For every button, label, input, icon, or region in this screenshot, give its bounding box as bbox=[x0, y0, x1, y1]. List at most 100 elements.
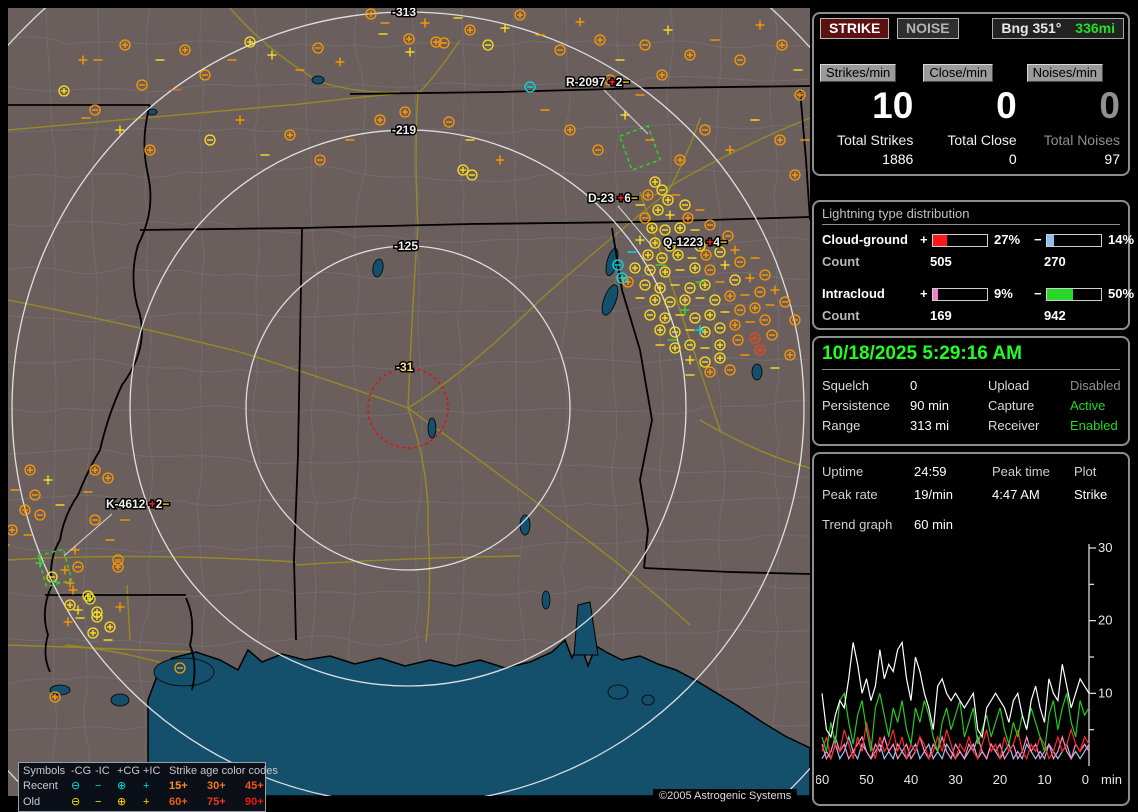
strike-marker bbox=[652, 204, 664, 216]
age-code: 90+ bbox=[245, 795, 264, 808]
county-lines bbox=[45, 8, 57, 796]
highway-line bbox=[8, 644, 191, 653]
ic-pos-count: 169 bbox=[930, 308, 952, 323]
uptime-value: 24:59 bbox=[914, 464, 947, 479]
strike-counters: Strikes/min 10 Total Strikes 1886 Close/… bbox=[820, 64, 1120, 167]
strike-marker bbox=[700, 249, 712, 261]
squelch-value: 0 bbox=[910, 378, 918, 393]
close-per-min-button[interactable]: Close/min bbox=[923, 64, 994, 82]
strike-marker bbox=[564, 124, 576, 136]
legend-row-label: Recent bbox=[23, 780, 58, 793]
county-lines bbox=[8, 76, 810, 93]
range-ring bbox=[245, 245, 571, 571]
storm-cell-label: D-23 +6− bbox=[588, 191, 638, 205]
strike-button[interactable]: STRIKE bbox=[820, 18, 890, 39]
peak-rate-value: 19/min bbox=[914, 487, 954, 502]
strike-marker bbox=[524, 81, 536, 93]
status-panel: 10/18/2025 5:29:16 AM Squelch 0 Upload D… bbox=[812, 336, 1130, 446]
strike-marker bbox=[770, 285, 780, 295]
strike-marker bbox=[684, 339, 696, 351]
strike-marker bbox=[405, 47, 415, 57]
age-header: Strike age color codes bbox=[169, 765, 278, 777]
persistence-value: 90 min bbox=[910, 398, 950, 413]
strike-marker bbox=[694, 240, 706, 252]
strike-marker bbox=[745, 273, 755, 283]
strike-marker bbox=[656, 69, 668, 81]
x-axis-unit: min bbox=[1101, 772, 1122, 787]
intracloud-counts: Count 169 942 bbox=[822, 308, 1124, 324]
x-tick-label: 20 bbox=[993, 772, 1007, 787]
strike-marker bbox=[24, 464, 36, 476]
legend-symbol--ic-icon: − bbox=[95, 780, 102, 793]
strike-marker bbox=[680, 238, 690, 248]
strike-marker bbox=[482, 39, 494, 51]
strike-marker bbox=[680, 305, 690, 315]
strike-marker bbox=[72, 561, 84, 573]
strike-marker bbox=[639, 279, 651, 291]
trend-series-cg-pos bbox=[821, 722, 1090, 761]
strike-marker bbox=[749, 332, 761, 344]
county-lines bbox=[82, 8, 100, 796]
strike-marker bbox=[365, 8, 377, 20]
strike-marker bbox=[789, 169, 801, 181]
lightning-map[interactable]: -313 -219 -125 -31 R-2097 +2− D-23 +6− Q-1223 … bbox=[8, 8, 810, 812]
ic-neg-count: 942 bbox=[1044, 308, 1066, 323]
strike-marker bbox=[179, 44, 191, 56]
strike-marker bbox=[64, 599, 76, 611]
strike-marker bbox=[119, 39, 131, 51]
ic-neg-bar bbox=[1046, 288, 1102, 301]
lake bbox=[427, 417, 437, 439]
lake bbox=[110, 693, 130, 707]
strike-marker bbox=[115, 125, 125, 135]
trend-graph-value[interactable]: 60 min bbox=[914, 517, 954, 532]
cell-leader-line bbox=[63, 513, 113, 557]
cg-pos-pct: 27% bbox=[994, 232, 1021, 247]
y-tick-label: 20 bbox=[1098, 613, 1112, 628]
strike-marker bbox=[679, 199, 691, 211]
plus-sign: + bbox=[920, 232, 928, 247]
strike-marker bbox=[732, 334, 744, 346]
strike-marker bbox=[734, 54, 746, 66]
strike-marker bbox=[704, 264, 716, 276]
strike-marker bbox=[766, 329, 778, 341]
strike-marker bbox=[656, 252, 668, 264]
capture-value: Active bbox=[1070, 398, 1106, 413]
noise-button[interactable]: NOISE bbox=[896, 18, 959, 39]
x-tick-label: 50 bbox=[859, 772, 873, 787]
strike-marker bbox=[654, 324, 666, 336]
strike-marker bbox=[674, 222, 686, 234]
strikes-per-min-button[interactable]: Strikes/min bbox=[820, 64, 897, 82]
strike-marker bbox=[73, 605, 83, 615]
strike-marker bbox=[314, 154, 326, 166]
session-row: Uptime 24:59 Peak time Plot bbox=[822, 464, 1120, 484]
age-code: 15+ bbox=[169, 780, 188, 793]
status-row: Squelch 0 Upload Disabled bbox=[822, 378, 1121, 398]
legend-row-label: Old bbox=[23, 795, 41, 808]
strike-marker bbox=[689, 312, 701, 324]
county-lines bbox=[8, 220, 810, 245]
x-tick-label: 40 bbox=[904, 772, 918, 787]
strike-marker bbox=[514, 9, 526, 21]
ring-distance-label: -31 bbox=[396, 360, 414, 374]
strike-marker bbox=[679, 294, 691, 306]
plot-value: Strike bbox=[1074, 487, 1108, 502]
peak-time-value: 4:47 AM bbox=[992, 487, 1040, 502]
strike-marker bbox=[649, 176, 661, 188]
strike-marker bbox=[639, 212, 651, 224]
county-lines bbox=[8, 36, 810, 49]
strike-marker bbox=[724, 364, 736, 376]
strike-marker bbox=[699, 279, 711, 291]
noises-per-min-button[interactable]: Noises/min bbox=[1026, 64, 1103, 82]
strike-marker bbox=[689, 262, 701, 274]
county-lines bbox=[8, 448, 810, 478]
age-legend: Strike age color codes 15+ 30+ 45+ 60+ 75+ 90+ bbox=[169, 764, 281, 810]
strike-marker bbox=[749, 302, 761, 314]
strike-marker bbox=[115, 602, 125, 612]
strike-marker bbox=[65, 578, 75, 588]
strike-marker bbox=[399, 106, 411, 118]
strike-marker bbox=[136, 79, 148, 91]
county-lines bbox=[8, 534, 810, 553]
legend-symbol--ic-icon: − bbox=[95, 795, 102, 808]
strike-marker bbox=[704, 309, 716, 321]
